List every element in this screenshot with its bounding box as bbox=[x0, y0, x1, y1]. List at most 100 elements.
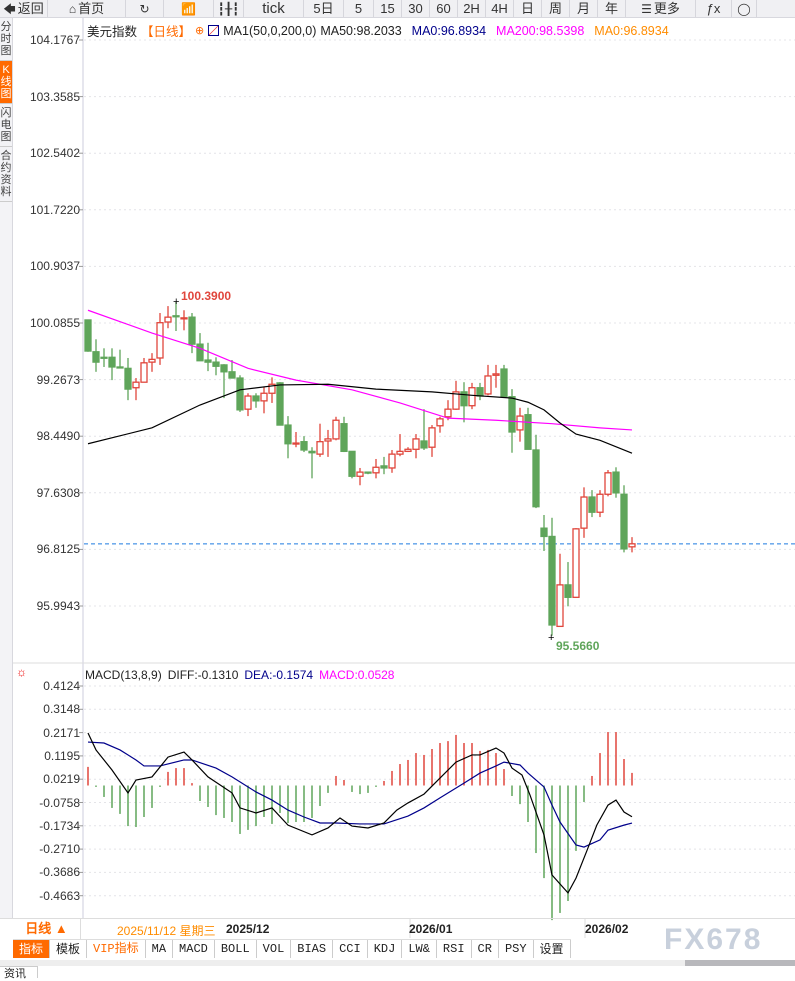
menu-icon: ☰ bbox=[641, 1, 652, 16]
toolbar-label: 30 bbox=[408, 0, 423, 16]
candle-body bbox=[396, 450, 404, 455]
tab-2[interactable]: VIP指标 bbox=[87, 940, 146, 958]
tab-6[interactable]: VOL bbox=[257, 940, 292, 958]
toolbar-circle-button[interactable]: ◯ bbox=[732, 0, 757, 17]
price-tick-label: 98.4490 bbox=[36, 429, 80, 444]
toolbar-btn-5-button[interactable]: tick bbox=[244, 0, 304, 17]
candle-body bbox=[612, 471, 620, 494]
toolbar-label: 年 bbox=[604, 0, 618, 16]
candle-body bbox=[500, 368, 508, 398]
dea-value: DEA:-0.1574 bbox=[244, 668, 314, 682]
candle-body bbox=[580, 496, 588, 529]
candle-body bbox=[148, 358, 156, 363]
period-label[interactable]: 【日线】 bbox=[141, 25, 192, 39]
candle-body bbox=[92, 351, 100, 363]
toolbar-candlestick-button[interactable]: ┇╂┇ bbox=[214, 0, 244, 17]
diff-value: DIFF:-0.1310 bbox=[167, 668, 239, 682]
candle-body bbox=[524, 414, 532, 450]
home-icon: ⌂ bbox=[68, 1, 77, 16]
toolbar-btn-18-button[interactable]: ƒx bbox=[696, 0, 732, 17]
indicator-tabs: 指标 模板 VIP指标 MA MACD BOLL VOL BIAS CCI KDJ LW& RSI CR… bbox=[13, 939, 571, 958]
tab-12[interactable]: CR bbox=[472, 940, 499, 958]
toolbar-btn-14-button[interactable]: 周 bbox=[542, 0, 570, 17]
sidebar-item-3[interactable]: 合约资料 bbox=[0, 147, 12, 202]
toolbar-btn-1-button[interactable]: ⌂ 首页 bbox=[48, 0, 126, 17]
toolbar-btn-8-button[interactable]: 15 bbox=[374, 0, 402, 17]
tab-13[interactable]: PSY bbox=[499, 940, 534, 958]
toolbar-label: 月 bbox=[576, 0, 590, 16]
candle-body bbox=[244, 395, 252, 410]
toolbar-label: 返回 bbox=[17, 0, 44, 16]
period-selector[interactable]: 日线 ▲ bbox=[13, 919, 81, 939]
toolbar-btn-12-button[interactable]: 4H bbox=[486, 0, 514, 17]
price-tick-label: 96.8125 bbox=[36, 542, 80, 557]
tab-5[interactable]: BOLL bbox=[215, 940, 257, 958]
tab-1[interactable]: 模板 bbox=[50, 940, 88, 958]
toolbar-btn-6-button[interactable]: 5日 bbox=[304, 0, 344, 17]
tab-3[interactable]: MA bbox=[146, 940, 174, 958]
candle-body bbox=[332, 419, 340, 440]
macd-name: MACD(13,8,9) bbox=[85, 668, 162, 682]
candle-body bbox=[364, 471, 372, 474]
tab-10[interactable]: LW& bbox=[402, 940, 437, 958]
candle-body bbox=[452, 391, 460, 410]
tab-14[interactable]: 设置 bbox=[534, 940, 571, 958]
cursor-date: 2025/11/12 星期三 bbox=[117, 924, 216, 938]
low-label: 95.5660 bbox=[556, 639, 600, 653]
toolbar-bar-chart-button[interactable]: 📶 bbox=[164, 0, 214, 17]
tab-4[interactable]: MACD bbox=[173, 940, 215, 958]
candle-body bbox=[620, 493, 628, 550]
candle-body bbox=[252, 395, 260, 402]
toolbar-btn-16-button[interactable]: 年 bbox=[598, 0, 626, 17]
candle-body bbox=[324, 438, 332, 442]
toolbar-btn-15-button[interactable]: 月 bbox=[570, 0, 598, 17]
toolbar-label: 更多 bbox=[653, 0, 680, 16]
tab-7[interactable]: BIAS bbox=[291, 940, 334, 958]
candle-body bbox=[436, 418, 444, 427]
toolbar-label: 2H bbox=[463, 0, 480, 16]
ma0-value-2: MA0:96.8934 bbox=[594, 23, 669, 38]
sidebar: 分时图 K线图 闪电图 合约资料 bbox=[0, 18, 13, 918]
candle-body bbox=[276, 382, 284, 426]
tab-11[interactable]: RSI bbox=[437, 940, 472, 958]
symbol-name: 美元指数 bbox=[87, 25, 138, 39]
sidebar-item-0[interactable]: 分时图 bbox=[0, 18, 12, 61]
toolbar-btn-9-button[interactable]: 30 bbox=[402, 0, 430, 17]
macd-tick-label: 0.3148 bbox=[43, 702, 80, 717]
news-tab[interactable]: 资讯 bbox=[0, 966, 38, 980]
toolbar-label: 60 bbox=[436, 0, 451, 16]
toolbar-label: 周 bbox=[548, 0, 562, 16]
macd-value: MACD:0.0528 bbox=[319, 668, 395, 682]
indicator-chart-icon[interactable] bbox=[208, 25, 220, 36]
toolbar-btn-0-button[interactable]: 🡄 返回 bbox=[0, 0, 48, 17]
tab-9[interactable]: KDJ bbox=[368, 940, 403, 958]
toolbar-btn-17-button[interactable]: ☰ 更多 bbox=[626, 0, 696, 17]
candle-body bbox=[380, 465, 388, 469]
toolbar-btn-13-button[interactable]: 日 bbox=[514, 0, 542, 17]
macd-tick-label: -0.1734 bbox=[39, 818, 80, 833]
sidebar-item-1[interactable]: K线图 bbox=[0, 61, 12, 104]
toolbar-refresh-button[interactable]: ↻ bbox=[126, 0, 164, 17]
candle-body bbox=[204, 359, 212, 363]
date-axis: 日线 ▲ 2025/11/12 星期三 2025/12 2026/01 2026… bbox=[0, 918, 795, 939]
low-marker: + bbox=[548, 632, 554, 644]
macd-settings-icon[interactable]: ☼ bbox=[16, 665, 27, 679]
horizontal-scrollbar[interactable] bbox=[0, 960, 795, 966]
toolbar-label: 15 bbox=[380, 0, 395, 16]
add-circle-icon[interactable]: ⊕ bbox=[195, 25, 205, 37]
tab-0[interactable]: 指标 bbox=[13, 940, 51, 958]
tab-8[interactable]: CCI bbox=[333, 940, 368, 958]
candle-body bbox=[404, 448, 412, 453]
toolbar-btn-7-button[interactable]: 5 bbox=[344, 0, 374, 17]
sidebar-item-2[interactable]: 闪电图 bbox=[0, 104, 12, 147]
date-label: 2026/01 bbox=[409, 922, 453, 936]
ma-indicator-name: MA1(50,0,200,0) bbox=[223, 23, 317, 38]
toolbar-btn-10-button[interactable]: 60 bbox=[430, 0, 458, 17]
candle-body bbox=[180, 317, 188, 320]
toolbar-btn-11-button[interactable]: 2H bbox=[458, 0, 486, 17]
price-tick-label: 100.9037 bbox=[29, 259, 80, 274]
candle-body bbox=[428, 427, 436, 448]
candle-body bbox=[444, 408, 452, 418]
ma0-value: MA0:96.8934 bbox=[411, 23, 487, 38]
